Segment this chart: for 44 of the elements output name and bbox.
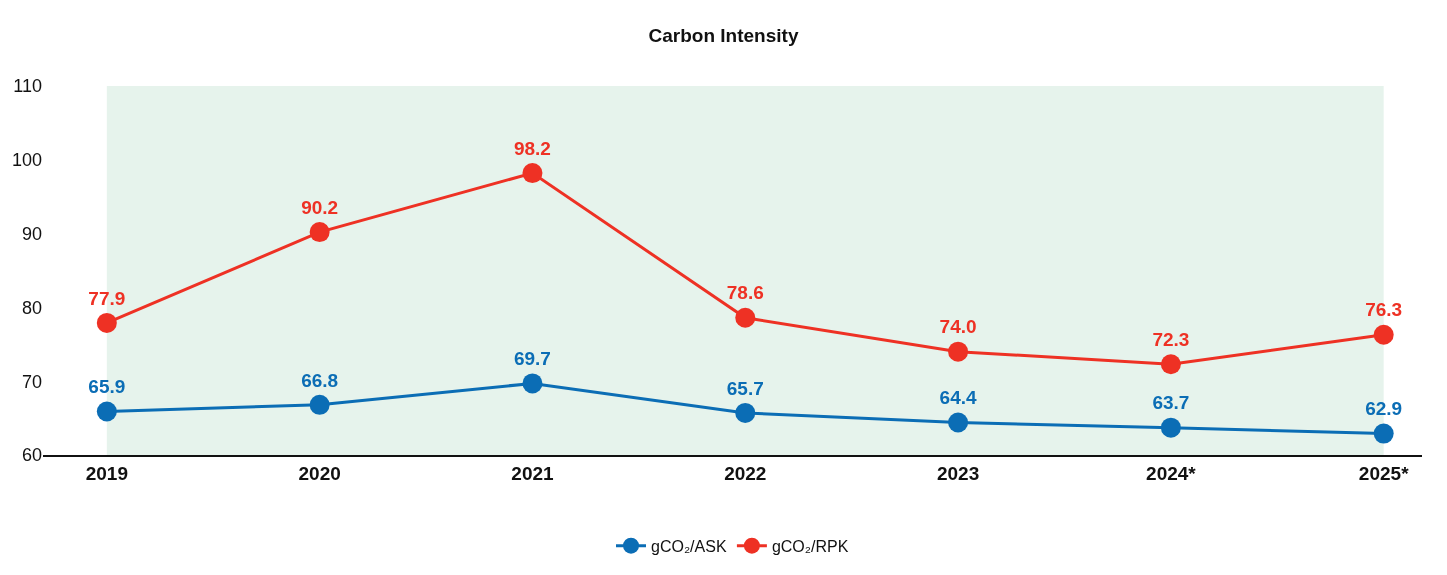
point — [948, 341, 969, 362]
point — [1160, 417, 1181, 438]
x-tick-label: 2023 — [936, 462, 980, 484]
chart-title: Carbon Intensity — [648, 25, 799, 47]
data-label: 65.9 — [88, 376, 126, 398]
y-tick-label: 110 — [13, 76, 42, 97]
data-label: 62.9 — [1365, 398, 1403, 420]
data-label: 64.4 — [939, 387, 977, 409]
data-label: 76.3 — [1365, 299, 1403, 321]
point — [735, 402, 756, 423]
data-label: 69.7 — [513, 348, 551, 370]
data-label: 77.9 — [88, 287, 126, 309]
x-tick-label: 2022 — [724, 462, 767, 484]
data-label: 63.7 — [1152, 392, 1190, 414]
point — [735, 307, 756, 328]
point — [522, 163, 543, 184]
x-tick-label: 2019 — [85, 462, 128, 484]
data-label: 66.8 — [301, 369, 339, 391]
point — [96, 401, 117, 422]
point — [1373, 423, 1394, 444]
point — [96, 312, 117, 333]
data-label: 72.3 — [1152, 328, 1190, 350]
legend-label: gCO₂/ASK — [651, 537, 727, 555]
y-tick-label: 70 — [21, 371, 42, 392]
y-tick-label: 80 — [21, 297, 42, 318]
x-tick-label: 2021 — [511, 462, 555, 484]
point — [522, 373, 543, 394]
point — [1373, 324, 1394, 345]
point — [309, 394, 330, 415]
data-label: 90.2 — [301, 196, 339, 218]
x-tick-label: 2025* — [1358, 462, 1410, 484]
point — [948, 412, 969, 433]
point — [1160, 354, 1181, 375]
legend-label: gCO₂/RPK — [771, 537, 849, 555]
data-label: 98.2 — [513, 137, 551, 159]
point — [309, 222, 330, 243]
y-tick-label: 60 — [21, 445, 42, 466]
x-tick-label: 2024* — [1146, 462, 1197, 484]
data-label: 78.6 — [726, 282, 764, 304]
y-tick-label: 100 — [11, 150, 42, 171]
y-tick-label: 90 — [21, 223, 42, 244]
data-label: 74.0 — [939, 316, 977, 338]
x-tick-label: 2020 — [298, 462, 341, 484]
data-label: 65.7 — [726, 377, 764, 399]
